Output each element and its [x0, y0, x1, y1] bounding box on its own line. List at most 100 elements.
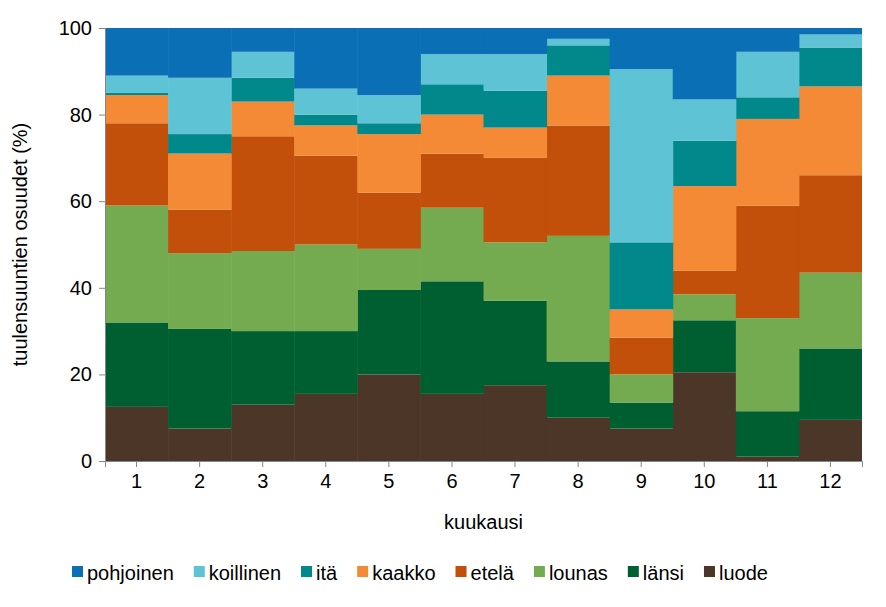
bar-segment	[294, 331, 358, 394]
legend-item: länsi	[628, 562, 684, 584]
x-tick-label: 5	[383, 470, 394, 492]
x-tick: 9	[636, 461, 647, 492]
bar-segment	[610, 28, 674, 69]
bar-segment	[294, 394, 358, 461]
bar-segment	[420, 394, 484, 461]
bar-segment	[799, 420, 862, 461]
y-tick-mark	[99, 28, 105, 29]
bar-segment	[736, 52, 800, 97]
bar-segment	[547, 39, 611, 45]
y-tick: 20	[70, 363, 105, 385]
x-tick: 12	[819, 461, 841, 492]
x-tick: 1	[131, 461, 142, 492]
bar-segment	[231, 251, 295, 331]
bar-segment	[484, 28, 548, 54]
x-axis-line	[106, 462, 863, 468]
y-axis: 020406080100	[59, 17, 106, 472]
bar-segment	[357, 193, 421, 249]
x-tick: 10	[693, 461, 715, 492]
bar-segment	[799, 348, 862, 419]
bar-segment	[484, 158, 548, 242]
bar-segment	[294, 89, 358, 115]
x-tick: 6	[446, 461, 457, 492]
legend-swatch	[534, 566, 545, 577]
x-tick-label: 8	[573, 470, 584, 492]
bar-segment	[484, 385, 548, 461]
x-tick-label: 11	[757, 470, 778, 492]
x-tick-label: 1	[131, 470, 142, 492]
x-tick: 4	[320, 461, 331, 492]
bar-segment	[736, 28, 800, 52]
x-tick: 2	[194, 461, 205, 492]
legend: pohjoinenkoillinenitäkaakkoetelälounaslä…	[72, 562, 768, 584]
legend-label: etelä	[471, 562, 515, 584]
bar-segment	[610, 429, 674, 461]
x-tick-mark	[704, 461, 705, 467]
x-axis: 123456789101112	[106, 461, 863, 492]
legend-swatch	[72, 566, 83, 577]
bar-segment	[610, 69, 674, 242]
x-tick-mark	[136, 461, 137, 467]
x-tick-mark	[199, 461, 200, 467]
x-tick-label: 3	[257, 470, 268, 492]
bar-segment	[357, 28, 421, 95]
bar-segment	[294, 125, 358, 155]
x-tick-label: 6	[446, 470, 457, 492]
bar-segment	[294, 115, 358, 126]
plot: 020406080100123456789101112	[59, 17, 863, 492]
bar-segment	[168, 134, 232, 153]
bar-segment	[547, 236, 611, 362]
y-tick: 0	[81, 450, 105, 472]
bar-segment	[673, 270, 737, 294]
bar-segment	[484, 242, 548, 300]
bar-segment	[547, 125, 611, 235]
bar-segment	[736, 119, 800, 206]
y-tick-mark	[99, 288, 105, 289]
legend-item: etelä	[456, 562, 515, 584]
bar-segment	[736, 411, 800, 456]
bar-segment	[484, 301, 548, 385]
bar-segment	[673, 141, 737, 186]
x-tick-label: 12	[819, 470, 841, 492]
x-axis-title: kuukausi	[444, 511, 523, 533]
legend-swatch	[357, 566, 368, 577]
bar-segment	[610, 309, 674, 337]
bar-segment	[420, 54, 484, 84]
bar-segment	[420, 154, 484, 208]
bar-segment	[105, 123, 169, 205]
bar-segment	[673, 372, 737, 461]
x-tick-mark	[451, 461, 452, 467]
series	[105, 28, 862, 99]
bar-segment	[799, 175, 862, 272]
legend-swatch	[704, 566, 715, 577]
legend-label: kaakko	[372, 562, 435, 584]
bar-segment	[547, 28, 611, 39]
bar-segment	[736, 457, 800, 461]
bar-segment	[168, 429, 232, 461]
legend-item: koillinen	[194, 562, 281, 584]
y-tick-mark	[99, 115, 105, 116]
y-tick: 60	[70, 190, 105, 212]
bar-segment	[294, 28, 358, 89]
legend-swatch	[456, 566, 467, 577]
y-axis-line	[99, 29, 106, 462]
y-tick-label: 60	[70, 190, 92, 212]
legend-item: luode	[704, 562, 768, 584]
bar-segment	[105, 322, 169, 406]
series	[105, 45, 862, 309]
bar-segment	[105, 93, 169, 95]
y-tick-label: 40	[70, 277, 92, 299]
legend-label: luode	[719, 562, 768, 584]
bar-segment	[231, 52, 295, 78]
bar-segment	[420, 84, 484, 114]
x-tick-label: 10	[693, 470, 715, 492]
bar-segment	[357, 95, 421, 123]
y-tick-mark	[99, 201, 105, 202]
chart: 020406080100123456789101112kuukausituule…	[0, 0, 886, 607]
bar-segment	[168, 28, 232, 78]
bar-segment	[105, 95, 169, 123]
bar-segment	[105, 206, 169, 323]
bar-segment	[420, 28, 484, 54]
bar-segment	[736, 318, 800, 411]
x-tick-mark	[767, 461, 768, 467]
